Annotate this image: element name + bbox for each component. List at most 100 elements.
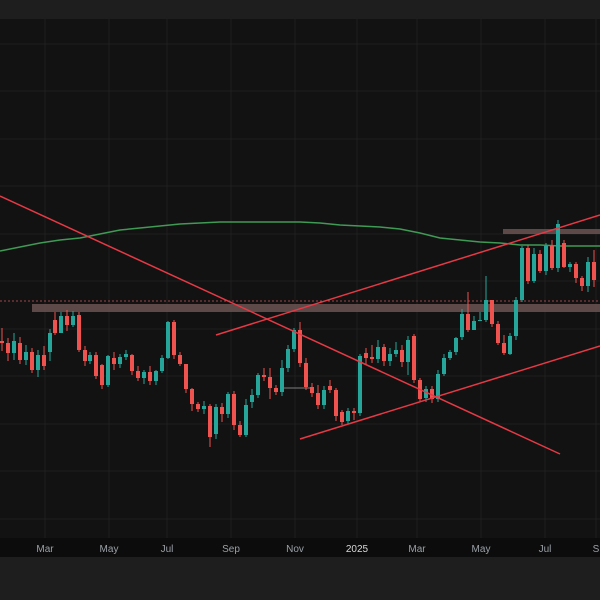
candle-body — [214, 407, 218, 434]
bullish-candle — [472, 316, 476, 330]
bearish-candle — [352, 408, 356, 420]
candle-body — [142, 372, 146, 378]
bearish-candle — [65, 310, 69, 331]
candle-body — [502, 343, 506, 353]
resistance-zone-upper — [503, 229, 600, 234]
bearish-candle — [496, 321, 500, 345]
bullish-candle — [376, 340, 380, 363]
bearish-candle — [550, 240, 554, 270]
bearish-candle — [190, 388, 194, 411]
bullish-candle — [568, 262, 572, 272]
candle-body — [568, 264, 572, 267]
candle-body — [580, 278, 584, 286]
candle-body — [118, 357, 122, 364]
bearish-candle — [136, 366, 140, 381]
candle-body — [442, 358, 446, 374]
candle-body — [382, 347, 386, 361]
candle-body — [232, 394, 236, 425]
candle-body — [24, 352, 28, 360]
candle-body — [166, 322, 170, 358]
bearish-candle — [232, 391, 236, 430]
candle-body — [406, 340, 410, 362]
bullish-candle — [346, 408, 350, 424]
bearish-candle — [490, 300, 494, 327]
candle-body — [274, 388, 278, 392]
bearish-candle — [592, 250, 596, 287]
bullish-candle — [532, 248, 536, 283]
candle-body — [190, 389, 194, 404]
bearish-candle — [412, 334, 416, 383]
bullish-candle — [166, 321, 170, 359]
candle-body — [65, 316, 69, 325]
candle-body — [280, 368, 284, 392]
x-tick-label: Jul — [539, 544, 552, 555]
candle-body — [154, 371, 158, 381]
candle-body — [514, 300, 518, 336]
candle-body — [48, 333, 52, 352]
candle-body — [472, 321, 476, 330]
bullish-candle — [544, 243, 548, 275]
candle-body — [71, 316, 75, 325]
candle-body — [346, 411, 350, 421]
candle-body — [136, 371, 140, 378]
candle-body — [430, 389, 434, 399]
candle-body — [508, 336, 512, 354]
bearish-candle — [268, 368, 272, 399]
candle-body — [376, 347, 380, 359]
trendlines — [0, 195, 600, 455]
bearish-candle — [562, 240, 566, 268]
candle-body — [88, 355, 92, 361]
candle-body — [130, 355, 134, 371]
candle-body — [172, 322, 176, 355]
bullish-candle — [24, 345, 28, 365]
candle-body — [400, 350, 404, 362]
candle-body — [484, 300, 488, 320]
candle-body — [364, 353, 368, 358]
candle-body — [106, 356, 110, 385]
candle-body — [208, 406, 212, 437]
candle-body — [226, 394, 230, 414]
bullish-candle — [202, 401, 206, 414]
candle-body — [334, 390, 338, 416]
bearish-candle — [364, 348, 368, 364]
bearish-candle — [112, 352, 116, 370]
bearish-candle — [238, 421, 242, 437]
bullish-candle — [586, 257, 590, 292]
bullish-candle — [388, 348, 392, 366]
candle-body — [18, 343, 22, 360]
bullish-candle — [394, 342, 398, 357]
x-tick-label: Mar — [408, 544, 426, 555]
bullish-candle — [244, 399, 248, 437]
bearish-candle — [310, 383, 314, 397]
bearish-candle — [172, 320, 176, 359]
price-zones — [0, 229, 600, 389]
moving-average — [0, 221, 600, 252]
bullish-candle — [59, 312, 63, 333]
bullish-candle — [124, 350, 128, 360]
bearish-candle — [298, 322, 302, 367]
candle-body — [310, 387, 314, 393]
candle-body — [244, 405, 248, 435]
bearish-candle — [148, 366, 152, 385]
bullish-candle — [106, 355, 110, 387]
candle-body — [220, 407, 224, 414]
x-tick-label: 2025 — [346, 544, 369, 555]
bullish-candle — [520, 246, 524, 302]
bearish-candle — [262, 368, 266, 381]
bullish-candle — [322, 386, 326, 409]
candle-body — [526, 248, 530, 281]
bearish-candle — [100, 364, 104, 389]
candle-body — [322, 390, 326, 405]
uptrend-line-upper — [215, 214, 600, 336]
price-chart[interactable]: Mar May Jul Sep Nov 2025 Mar May Jul S — [0, 19, 600, 557]
bullish-candle — [214, 404, 218, 439]
candle-body — [94, 355, 98, 376]
bearish-candle — [382, 344, 386, 366]
candle-body — [370, 357, 374, 359]
candle-body — [496, 324, 500, 343]
candle-body — [436, 374, 440, 399]
bearish-candle — [6, 338, 10, 361]
candle-body — [268, 377, 272, 388]
candle-body — [586, 262, 590, 286]
uptrend-line-lower — [299, 345, 600, 440]
